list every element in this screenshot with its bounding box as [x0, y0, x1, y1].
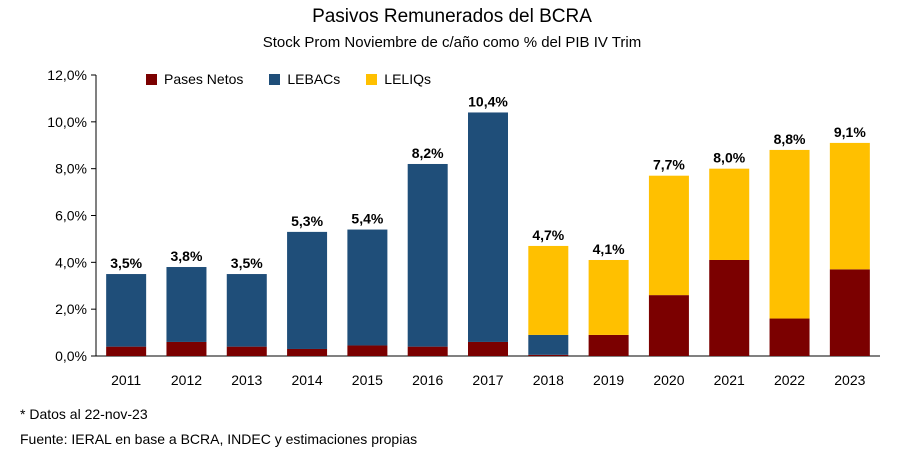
- bar-total-label: 3,8%: [171, 248, 203, 264]
- bar-total-label: 8,0%: [713, 150, 745, 166]
- bar-total-label: 5,3%: [291, 213, 323, 229]
- bar-segment-pases: [106, 346, 147, 356]
- x-tick-label: 2020: [653, 372, 684, 388]
- bar-total-label: 3,5%: [110, 255, 142, 271]
- bar-segment-leliqs: [829, 142, 870, 270]
- x-tick-label: 2016: [412, 372, 443, 388]
- bar-segment-pases: [709, 259, 750, 356]
- x-tick-label: 2014: [291, 372, 322, 388]
- bar-total-label: 10,4%: [468, 93, 508, 109]
- footnote: * Datos al 22-nov-23: [20, 406, 148, 422]
- legend-swatch-leliqs: [366, 73, 378, 85]
- bar-segment-pases: [648, 295, 689, 356]
- bar-segment-lebacs: [468, 112, 508, 342]
- legend-label-lebacs: LEBACs: [287, 71, 341, 87]
- bar-segment-lebacs: [226, 274, 267, 347]
- x-tick-label: 2021: [714, 372, 745, 388]
- bar-segment-leliqs: [528, 245, 569, 335]
- bar-total-label: 7,7%: [653, 157, 685, 173]
- bar-segment-lebacs: [528, 334, 569, 355]
- x-tick-label: 2015: [352, 372, 383, 388]
- y-tick-label: 6,0%: [55, 208, 87, 224]
- bar-total-label: 4,1%: [593, 241, 625, 257]
- bar-segment-lebacs: [347, 229, 388, 346]
- bar-segment-leliqs: [769, 149, 810, 319]
- bar-segment-pases: [829, 269, 870, 356]
- chart-legend: Pases Netos LEBACs LELIQs: [146, 71, 431, 87]
- bar-segment-leliqs: [648, 175, 689, 296]
- x-tick-label: 2019: [593, 372, 624, 388]
- bar-segment-leliqs: [709, 168, 750, 260]
- bar-total-label: 9,1%: [834, 124, 866, 140]
- y-tick-label: 0,0%: [55, 348, 87, 364]
- bar-segment-pases: [468, 341, 508, 356]
- bar-segment-lebacs: [407, 163, 448, 347]
- legend-item-lebacs: LEBACs: [269, 71, 340, 87]
- bar-segment-lebacs: [106, 274, 147, 347]
- bar-total-label: 8,2%: [412, 145, 444, 161]
- bar-total-label: 8,8%: [774, 131, 806, 147]
- x-tick-label: 2023: [834, 372, 865, 388]
- legend-label-leliqs: LELIQs: [384, 71, 431, 87]
- x-tick-label: 2013: [231, 372, 262, 388]
- bar-total-label: 3,5%: [231, 255, 263, 271]
- y-tick-label: 2,0%: [55, 301, 87, 317]
- chart-subtitle: Stock Prom Noviembre de c/año como % del…: [262, 34, 642, 51]
- legend-swatch-pases: [146, 73, 157, 85]
- bar-segment-pases: [407, 346, 448, 356]
- bar-total-label: 4,7%: [532, 227, 564, 243]
- legend-label-pases: Pases Netos: [164, 71, 244, 87]
- bar-segment-lebacs: [287, 231, 328, 349]
- bar-segment-pases: [226, 346, 267, 356]
- bar-segment-leliqs: [588, 259, 629, 335]
- x-tick-label: 2011: [111, 372, 141, 388]
- bar-segment-pases: [166, 341, 207, 356]
- bar-segment-pases: [287, 348, 328, 356]
- bar-segment-pases: [769, 318, 810, 356]
- x-tick-label: 2022: [774, 372, 805, 388]
- y-tick-label: 4,0%: [55, 254, 87, 270]
- legend-item-leliqs: LELIQs: [366, 71, 431, 87]
- y-tick-label: 10,0%: [47, 114, 87, 130]
- source-note: Fuente: IERAL en base a BCRA, INDEC y es…: [20, 431, 418, 447]
- legend-item-pases: Pases Netos: [146, 71, 243, 87]
- legend-swatch-lebacs: [269, 73, 281, 85]
- x-tick-label: 2017: [472, 372, 503, 388]
- y-tick-label: 8,0%: [55, 161, 87, 177]
- chart-title: Pasivos Remunerados del BCRA: [312, 6, 592, 27]
- bar-segment-lebacs: [166, 267, 207, 342]
- bar-total-label: 5,4%: [351, 211, 383, 227]
- bar-segment-pases: [528, 354, 569, 356]
- x-tick-label: 2018: [533, 372, 564, 388]
- x-tick-label: 2012: [171, 372, 202, 388]
- y-tick-label: 12,0%: [47, 67, 87, 83]
- bar-segment-pases: [347, 345, 388, 356]
- bar-segment-pases: [588, 334, 629, 356]
